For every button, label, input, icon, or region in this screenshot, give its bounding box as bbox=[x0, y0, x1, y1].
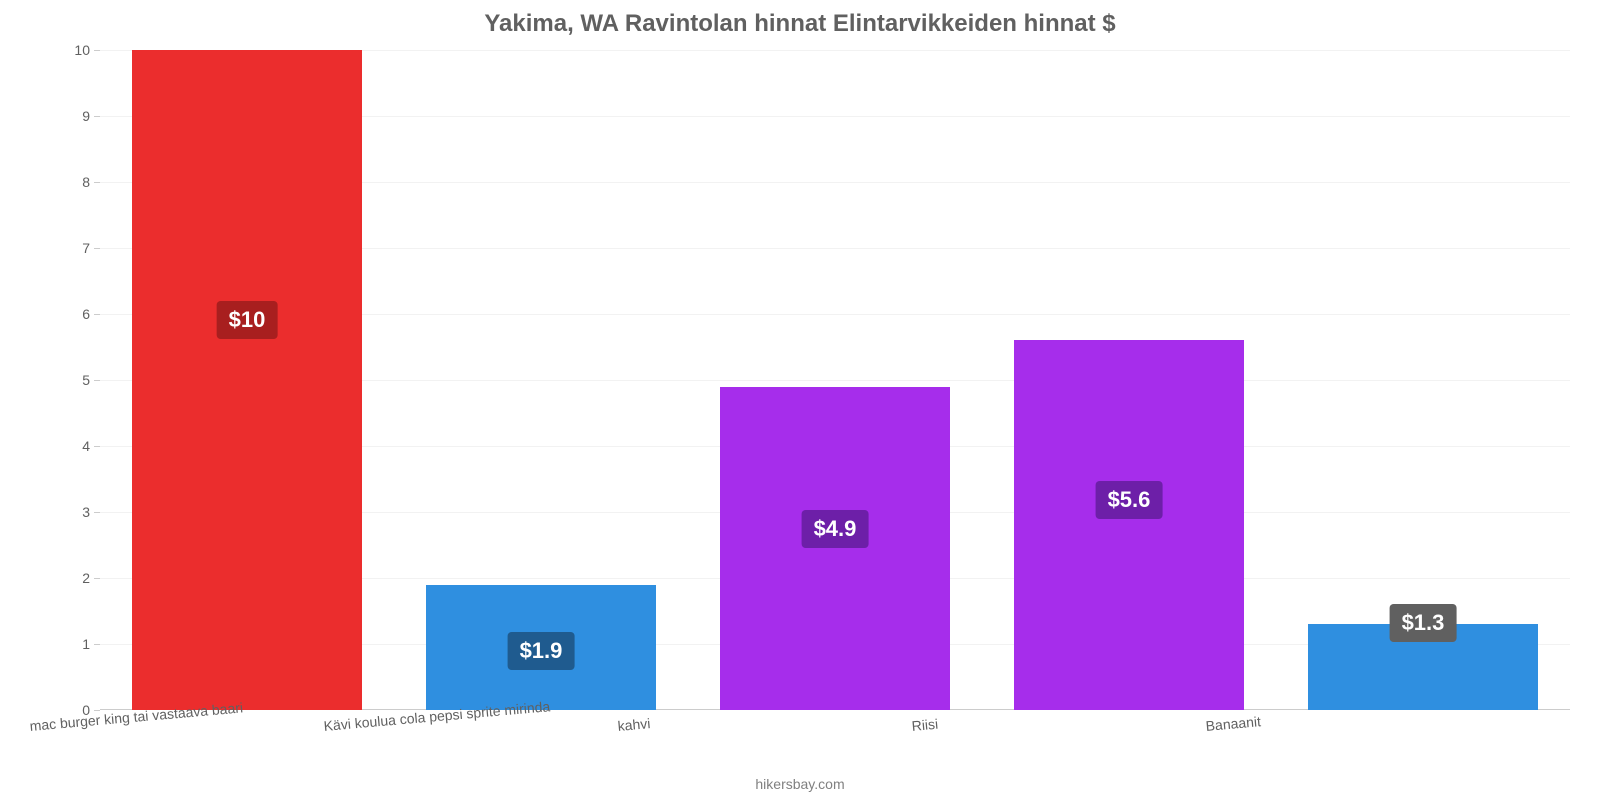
y-tick bbox=[94, 644, 100, 645]
value-tag: $1.9 bbox=[508, 632, 575, 670]
y-tick bbox=[94, 50, 100, 51]
y-axis-label: 6 bbox=[50, 306, 90, 322]
credit-text: hikersbay.com bbox=[0, 776, 1600, 792]
y-tick bbox=[94, 512, 100, 513]
y-axis-label: 2 bbox=[50, 570, 90, 586]
y-tick bbox=[94, 248, 100, 249]
value-tag: $1.3 bbox=[1390, 604, 1457, 642]
bar: $1.3 bbox=[1308, 624, 1537, 710]
plot-area: 012345678910$10mac burger king tai vasta… bbox=[100, 50, 1570, 710]
bar: $10 bbox=[132, 50, 361, 710]
x-axis-label: kahvi bbox=[617, 715, 651, 734]
y-axis-label: 3 bbox=[50, 504, 90, 520]
y-axis-label: 10 bbox=[50, 42, 90, 58]
y-axis-label: 4 bbox=[50, 438, 90, 454]
chart-title: Yakima, WA Ravintolan hinnat Elintarvikk… bbox=[0, 0, 1600, 38]
bar: $5.6 bbox=[1014, 340, 1243, 710]
x-axis-label: Riisi bbox=[911, 716, 939, 734]
value-tag: $4.9 bbox=[802, 510, 869, 548]
bar: $1.9 bbox=[426, 585, 655, 710]
bar: $4.9 bbox=[720, 387, 949, 710]
value-tag: $10 bbox=[217, 301, 278, 339]
y-tick bbox=[94, 578, 100, 579]
y-tick bbox=[94, 314, 100, 315]
y-axis-label: 1 bbox=[50, 636, 90, 652]
x-axis-label: Banaanit bbox=[1205, 713, 1261, 734]
y-axis-label: 9 bbox=[50, 108, 90, 124]
y-axis-label: 8 bbox=[50, 174, 90, 190]
y-axis-label: 7 bbox=[50, 240, 90, 256]
value-tag: $5.6 bbox=[1096, 481, 1163, 519]
y-tick bbox=[94, 116, 100, 117]
y-axis-label: 5 bbox=[50, 372, 90, 388]
y-tick bbox=[94, 380, 100, 381]
y-tick bbox=[94, 446, 100, 447]
y-tick bbox=[94, 182, 100, 183]
